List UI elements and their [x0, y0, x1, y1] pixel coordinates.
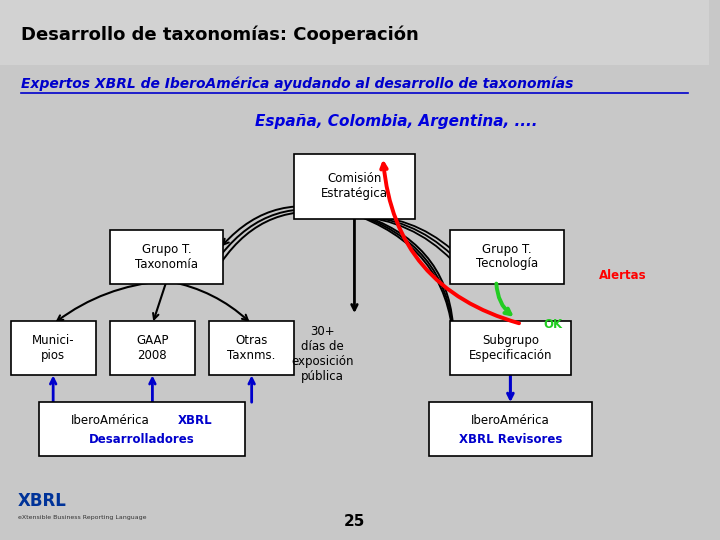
Text: Desarrollo de taxonomías: Cooperación: Desarrollo de taxonomías: Cooperación — [22, 26, 419, 44]
Text: IberoAmérica: IberoAmérica — [471, 414, 550, 427]
FancyBboxPatch shape — [39, 402, 245, 456]
FancyBboxPatch shape — [450, 230, 564, 284]
Text: Alertas: Alertas — [599, 269, 647, 282]
Text: 25: 25 — [343, 514, 365, 529]
Text: XBRL: XBRL — [18, 492, 66, 510]
Text: Expertos XBRL de IberoAmérica ayudando al desarrollo de taxonomías: Expertos XBRL de IberoAmérica ayudando a… — [22, 77, 574, 91]
Text: eXtensible Business Reporting Language: eXtensible Business Reporting Language — [18, 515, 146, 520]
FancyBboxPatch shape — [450, 321, 571, 375]
Text: Grupo T.
Taxonomía: Grupo T. Taxonomía — [135, 242, 198, 271]
Text: XBRL Revisores: XBRL Revisores — [459, 434, 562, 447]
Text: GAAP
2008: GAAP 2008 — [136, 334, 168, 362]
Text: 30+
días de
exposición
pública: 30+ días de exposición pública — [292, 325, 354, 383]
FancyBboxPatch shape — [11, 321, 96, 375]
Text: Munici-
pios: Munici- pios — [32, 334, 74, 362]
Text: OK: OK — [544, 318, 562, 330]
FancyBboxPatch shape — [209, 321, 294, 375]
Text: Grupo T.
Tecnología: Grupo T. Tecnología — [476, 242, 538, 271]
Text: Desarrolladores: Desarrolladores — [89, 434, 194, 447]
Text: IberoAmérica: IberoAmérica — [71, 414, 149, 427]
Text: XBRL: XBRL — [178, 414, 212, 427]
FancyBboxPatch shape — [294, 154, 415, 219]
FancyBboxPatch shape — [110, 321, 195, 375]
Text: Subgrupo
Especificación: Subgrupo Especificación — [469, 334, 552, 362]
Text: Otras
Taxnms.: Otras Taxnms. — [228, 334, 276, 362]
FancyBboxPatch shape — [110, 230, 223, 284]
Text: Comisión
Estratégica: Comisión Estratégica — [321, 172, 388, 200]
FancyBboxPatch shape — [0, 0, 709, 65]
FancyBboxPatch shape — [429, 402, 592, 456]
Text: España, Colombia, Argentina, ....: España, Colombia, Argentina, .... — [255, 114, 538, 129]
